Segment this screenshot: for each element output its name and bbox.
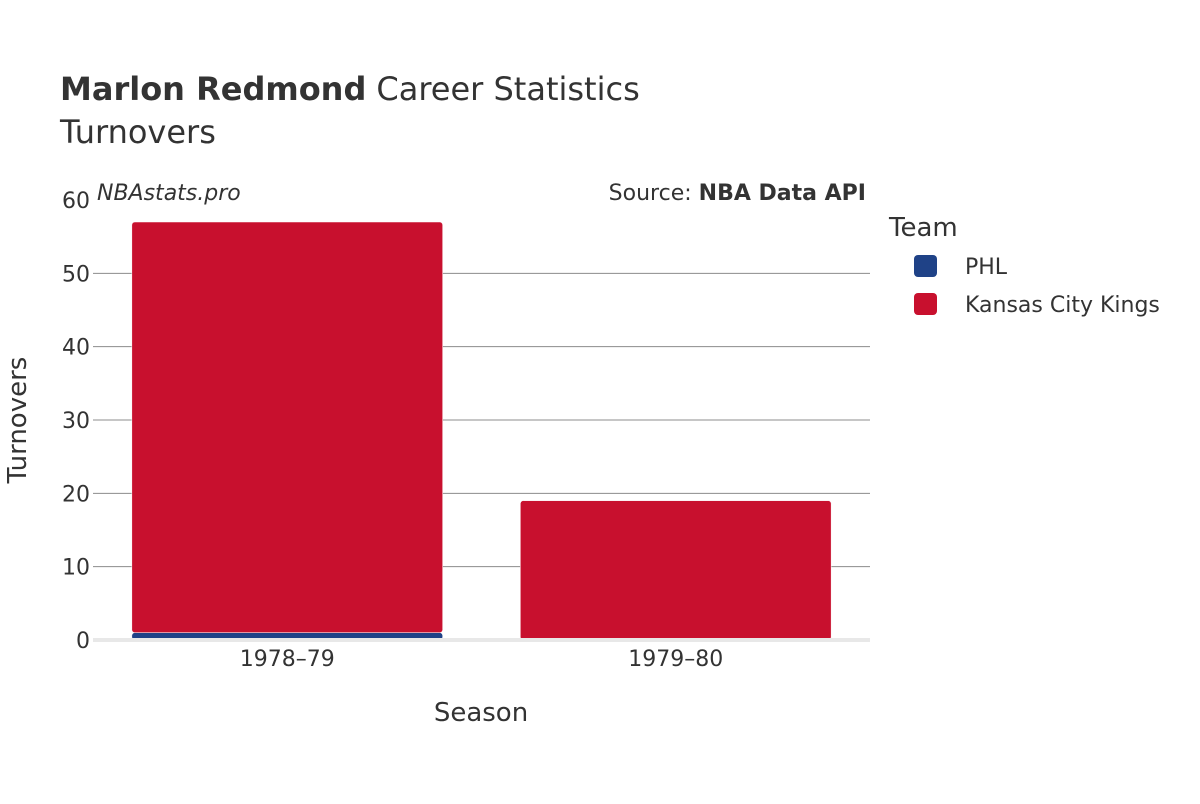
y-tick-label: 60	[62, 189, 90, 214]
bar-1979–80-kansas-city-kings[interactable]	[520, 500, 832, 641]
chart-title-rest: Career Statistics	[376, 70, 639, 108]
y-tick-labels: 0 10 20 30 40 50 60	[62, 189, 90, 654]
legend-title: Team	[888, 213, 958, 243]
bars	[131, 221, 832, 641]
source-prefix: Source:	[609, 181, 692, 206]
source-name: NBA Data API	[699, 181, 866, 206]
chart-title: Marlon Redmond Career Statistics	[60, 70, 640, 108]
y-tick-label: 10	[62, 556, 90, 581]
legend-swatch	[914, 293, 937, 315]
x-tick-labels: 1978–79 1979–80	[240, 647, 723, 672]
y-axis-label: Turnovers	[3, 357, 33, 485]
x-tick-label: 1978–79	[240, 647, 335, 672]
y-tick-label: 30	[62, 409, 90, 434]
x-axis-label: Season	[434, 698, 528, 728]
y-tick-label: 40	[62, 336, 90, 361]
legend: PHL Kansas City Kings	[914, 255, 1160, 318]
chart-title-bold: Marlon Redmond	[60, 70, 366, 108]
y-tick-label: 20	[62, 482, 90, 507]
legend-label: Kansas City Kings	[965, 293, 1160, 318]
bar-1978–79-kansas-city-kings[interactable]	[131, 221, 443, 633]
chart-subtitle: Turnovers	[59, 113, 216, 151]
source-note: Source: NBA Data API	[609, 181, 866, 206]
y-tick-label: 50	[62, 262, 90, 287]
legend-item[interactable]: Kansas City Kings	[914, 293, 1160, 318]
x-tick-label: 1979–80	[628, 647, 723, 672]
legend-item[interactable]: PHL	[914, 255, 1008, 280]
legend-label: PHL	[965, 255, 1008, 280]
watermark: NBAstats.pro	[97, 181, 241, 206]
y-tick-label: 0	[76, 629, 90, 654]
legend-swatch	[914, 255, 937, 277]
